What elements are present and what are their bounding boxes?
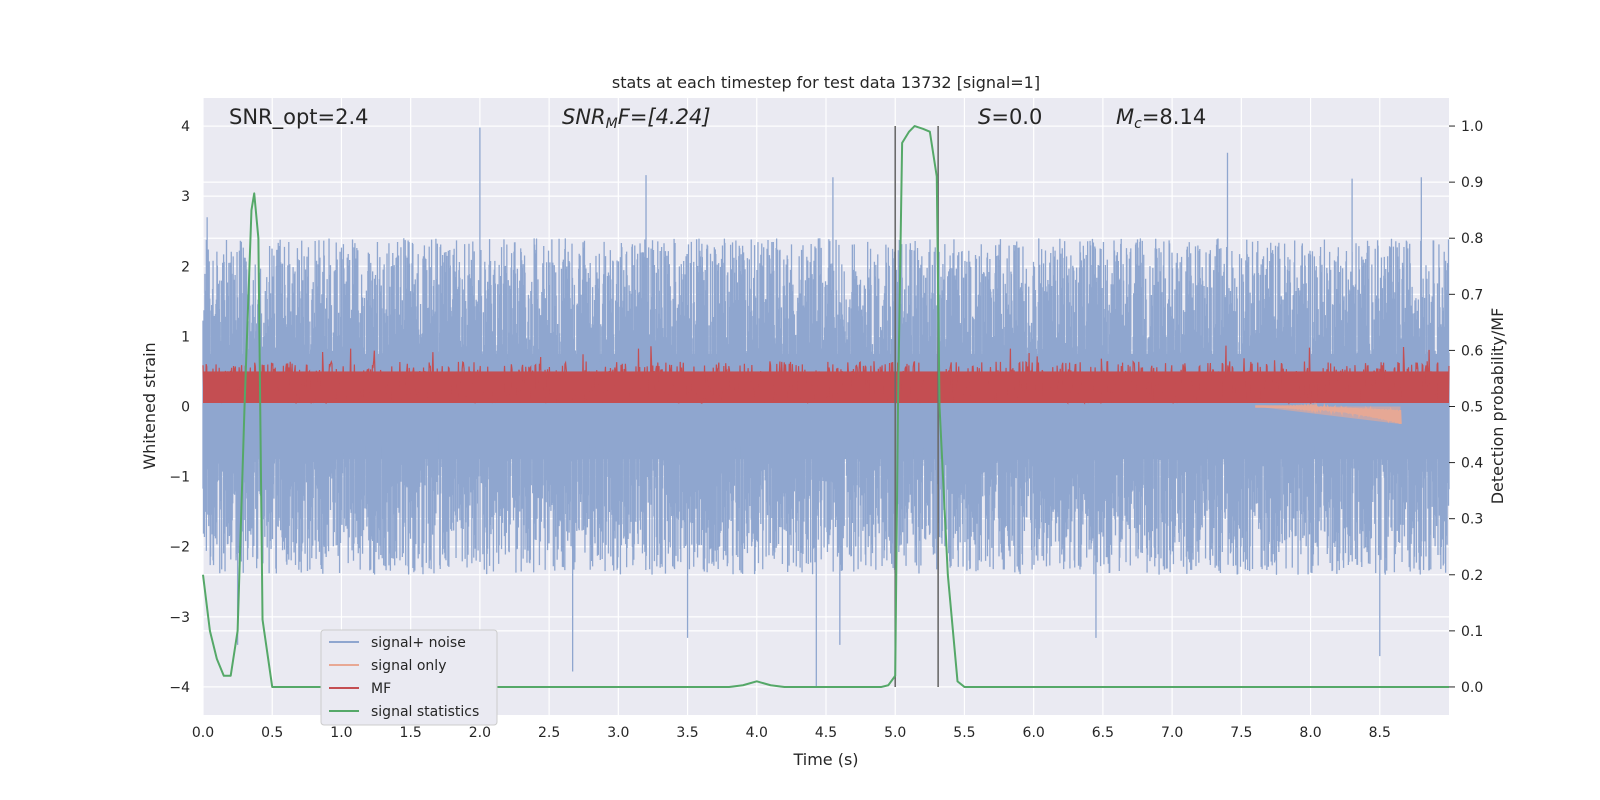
series-mf	[202, 345, 1450, 405]
legend-item-signal-noise: signal+ noise	[329, 635, 466, 651]
x-tick-label-0: 0.0	[192, 725, 214, 741]
x-axis-label: Time (s)	[792, 750, 858, 769]
x-tick-label-5: 2.5	[538, 725, 560, 741]
y-tick-label-7: 3	[181, 189, 190, 205]
y-tick-label-5: 1	[181, 329, 190, 345]
y2-tick-label-9: 0.9	[1461, 175, 1483, 191]
y-tick-label-8: 4	[181, 119, 190, 135]
legend-box	[320, 629, 498, 726]
y2-tick-label-10: 1.0	[1461, 119, 1483, 135]
legend: signal+ noise signal only MF signal stat…	[320, 629, 498, 726]
y-axis-ticks: −4 −3 −2 −1 0 1 2 3 4	[169, 119, 190, 696]
x-tick-label-9: 4.5	[815, 725, 837, 741]
y-tick-label-4: 0	[181, 400, 190, 416]
annotation-snr-mf: SNRMF=[4.24]	[562, 105, 711, 132]
x-tick-label-11: 5.5	[953, 725, 975, 741]
annotation-s: S=0.0	[978, 105, 1042, 129]
mf-trace	[202, 345, 1450, 405]
y2-tick-label-5: 0.5	[1461, 400, 1483, 416]
legend-label-signal-noise: signal+ noise	[371, 635, 466, 651]
y2-tick-label-4: 0.4	[1461, 456, 1483, 472]
legend-item-signal-only: signal only	[329, 658, 446, 674]
y-tick-label-1: −3	[169, 610, 190, 626]
y-tick-label-0: −4	[169, 680, 190, 696]
y2-tick-label-0: 0.0	[1461, 680, 1483, 696]
x-axis-ticks: 0.0 0.5 1.0 1.5 2.0 2.5 3.0 3.5 4.0 4.5 5.0 5.5 6.0 6…	[192, 725, 1391, 741]
x-tick-label-3: 1.5	[400, 725, 422, 741]
y-tick-label-2: −2	[169, 540, 190, 556]
x-tick-label-7: 3.5	[676, 725, 698, 741]
y2-axis-ticks: 0.0 0.1 0.2 0.3 0.4 0.5 0.6 0.7 0.8 0.9 1.0	[1449, 119, 1483, 696]
series-signal-statistics	[202, 125, 1449, 688]
y-axis-label: Whitened strain	[140, 342, 159, 469]
x-tick-label-16: 8.0	[1299, 725, 1321, 741]
y2-tick-label-7: 0.7	[1461, 287, 1483, 303]
x-tick-label-8: 4.0	[746, 725, 768, 741]
series-signal-only	[1255, 402, 1402, 425]
y2-tick-label-8: 0.8	[1461, 231, 1483, 247]
y-tick-label-6: 2	[181, 259, 190, 275]
annotation-mc: Mc=8.14	[1116, 105, 1206, 132]
y2-tick-label-6: 0.6	[1461, 343, 1483, 359]
x-tick-label-6: 3.0	[607, 725, 629, 741]
y2-axis-label: Detection probability/MF	[1488, 308, 1507, 505]
legend-label-signal-statistics: signal statistics	[371, 704, 479, 720]
x-tick-label-12: 6.0	[1023, 725, 1045, 741]
chart-title: stats at each timestep for test data 137…	[612, 73, 1040, 92]
y2-tick-label-3: 0.3	[1461, 512, 1483, 528]
x-tick-label-4: 2.0	[469, 725, 491, 741]
legend-item-mf: MF	[329, 681, 391, 697]
annotation-snr-opt: SNR_opt=2.4	[229, 105, 369, 130]
y2-tick-label-1: 0.1	[1461, 624, 1483, 640]
signal-statistics-line	[202, 125, 1449, 688]
legend-item-signal-statistics: signal statistics	[329, 704, 479, 720]
x-tick-label-10: 5.0	[884, 725, 906, 741]
legend-label-signal-only: signal only	[371, 658, 446, 674]
x-tick-label-15: 7.5	[1230, 725, 1252, 741]
x-tick-label-2: 1.0	[330, 725, 352, 741]
y-tick-label-3: −1	[169, 470, 190, 486]
y2-tick-label-2: 0.2	[1461, 568, 1483, 584]
x-tick-label-1: 0.5	[261, 725, 283, 741]
x-tick-label-14: 7.0	[1161, 725, 1183, 741]
legend-label-mf: MF	[371, 681, 391, 697]
x-tick-label-17: 8.5	[1369, 725, 1391, 741]
signal-only-envelope	[1255, 406, 1401, 425]
x-tick-label-13: 6.5	[1092, 725, 1114, 741]
